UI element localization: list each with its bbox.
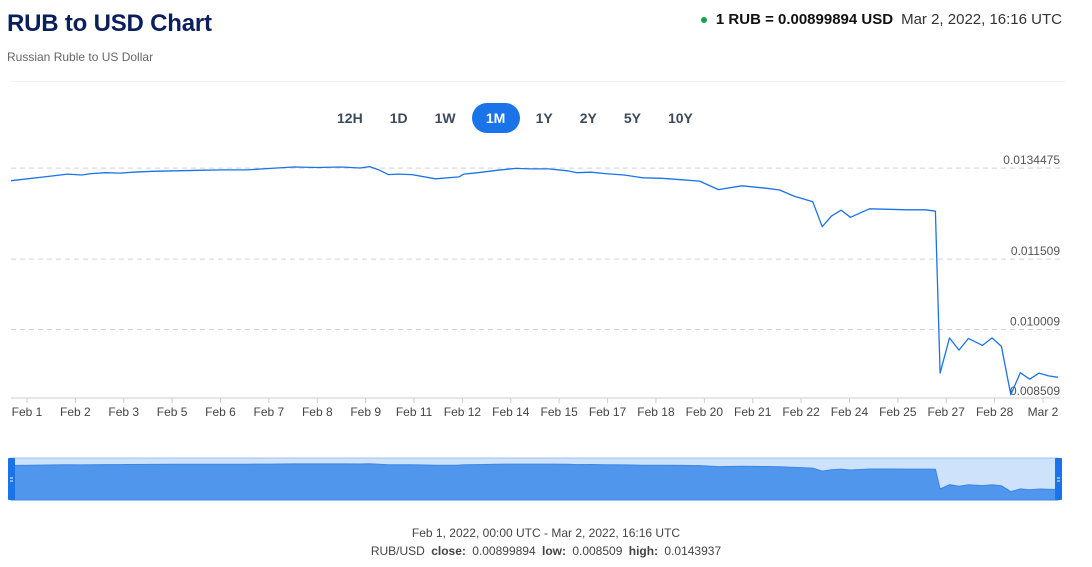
x-tick-label: Feb 9 — [350, 405, 381, 419]
navigator-handle-right[interactable] — [1055, 458, 1062, 500]
range-1y-button[interactable]: 1Y — [535, 110, 553, 126]
x-tick-label: Feb 25 — [879, 405, 917, 419]
x-tick-label: Feb 28 — [976, 405, 1014, 419]
price-line — [10, 165, 1059, 396]
x-tick-label: Feb 14 — [492, 405, 530, 419]
x-tick-label: Feb 8 — [302, 405, 333, 419]
range-2y-button[interactable]: 2Y — [579, 110, 597, 126]
x-tick-label: Feb 17 — [589, 405, 627, 419]
range-5y-button[interactable]: 5Y — [623, 110, 641, 126]
x-tick-label: Feb 5 — [157, 405, 188, 419]
range-1d-button[interactable]: 1D — [389, 110, 408, 126]
x-tick-label: Feb 2 — [60, 405, 91, 419]
footer-high-label: high: — [628, 544, 659, 558]
range-selector: 12H 1D 1W 1M 1Y 2Y 5Y 10Y — [326, 103, 709, 133]
navigator-area — [10, 463, 1059, 501]
footer-high-value: 0.0143937 — [664, 544, 722, 558]
x-tick-label: Feb 3 — [108, 405, 139, 419]
page-title: RUB to USD Chart — [7, 10, 212, 37]
price-chart[interactable]: 0.0134475 0.011509 0.010009 0.008509 Feb 1 Fe… — [0, 0, 1092, 520]
x-tick-label: Feb 7 — [254, 405, 285, 419]
y-tick-label: 0.011509 — [1011, 244, 1060, 258]
footer-low-value: 0.008509 — [572, 544, 623, 558]
x-tick-label: Feb 1 — [12, 405, 43, 419]
x-tick-label: Feb 12 — [444, 405, 482, 419]
x-tick-label: Feb 15 — [541, 405, 579, 419]
x-tick-label: Feb 6 — [205, 405, 236, 419]
x-tick-label: Feb 18 — [637, 405, 675, 419]
header-divider — [10, 81, 1065, 82]
y-tick-label: 0.0134475 — [1003, 153, 1060, 167]
range-10y-button[interactable]: 10Y — [667, 110, 693, 126]
x-tick-label: Feb 11 — [396, 405, 433, 419]
footer-stats: RUB/USD close: 0.00899894 low: 0.008509 … — [0, 544, 1092, 558]
footer-pair: RUB/USD — [370, 544, 425, 558]
x-tick-label: Feb 27 — [928, 405, 966, 419]
range-1w-button[interactable]: 1W — [434, 110, 456, 126]
navigator-handle-left[interactable] — [8, 458, 15, 500]
live-indicator-icon — [700, 16, 707, 23]
x-tick-label: Feb 21 — [734, 405, 772, 419]
footer-close-label: close: — [431, 544, 466, 558]
footer-low-label: low: — [541, 544, 566, 558]
x-tick-label: Feb 20 — [686, 405, 724, 419]
x-tick-label: Mar 2 — [1028, 405, 1059, 419]
range-12h-button[interactable]: 12H — [337, 110, 363, 126]
rate-timestamp: Mar 2, 2022, 16:16 UTC — [901, 11, 1062, 28]
y-tick-label: 0.010009 — [1010, 315, 1060, 329]
y-tick-label: 0.008509 — [1010, 384, 1060, 398]
footer-close-value: 0.00899894 — [472, 544, 536, 558]
footer-range: Feb 1, 2022, 00:00 UTC - Mar 2, 2022, 16… — [411, 526, 681, 540]
range-1m-button[interactable]: 1M — [471, 103, 520, 133]
x-tick-label: Feb 22 — [782, 405, 820, 419]
page-subtitle: Russian Ruble to US Dollar — [7, 50, 154, 64]
x-tick-label: Feb 24 — [831, 405, 869, 419]
live-rate: 1 RUB = 0.00899894 USD Mar 2, 2022, 16:1… — [700, 11, 1062, 28]
rate-value: 1 RUB = 0.00899894 USD — [715, 11, 894, 28]
